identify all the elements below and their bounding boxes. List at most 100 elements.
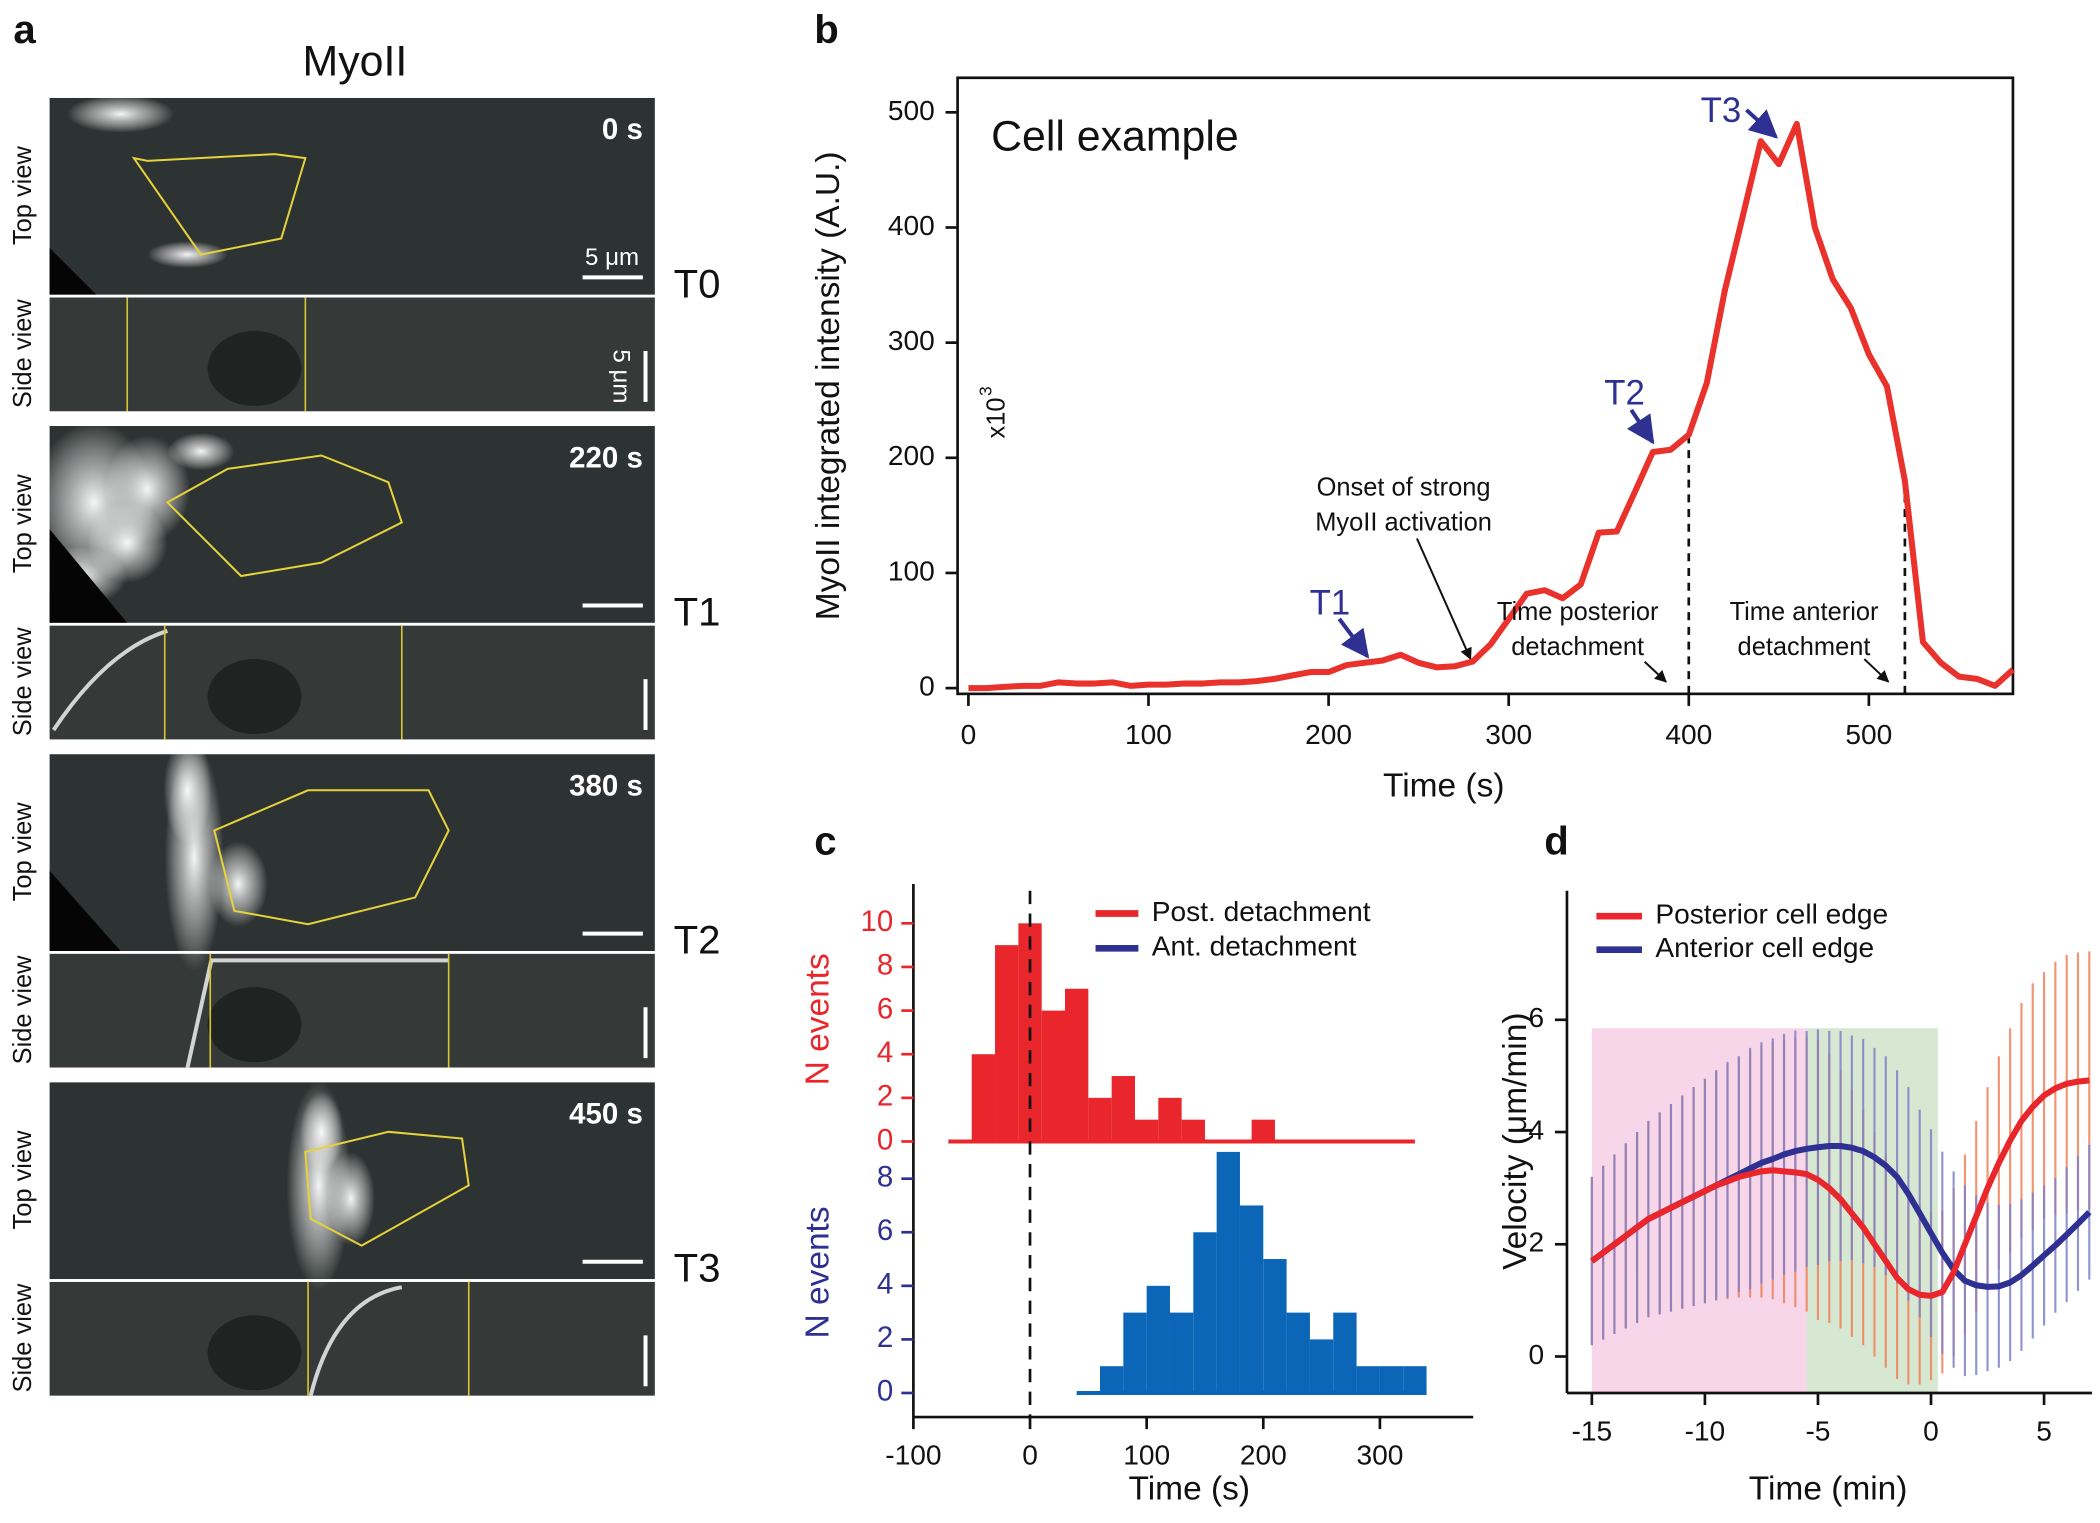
- data-line: [968, 120, 2015, 692]
- side-shadow: [207, 330, 302, 406]
- y-tick-label: 0: [877, 1375, 893, 1408]
- legend-label: Anterior cell edge: [1655, 932, 1874, 963]
- y-tick-label: 0: [1529, 1339, 1545, 1370]
- arrow: [1416, 538, 1472, 661]
- side-signal: [185, 958, 449, 1068]
- side-shadow: [207, 659, 302, 735]
- legend-label: Ant. detachment: [1152, 931, 1357, 962]
- y-tick-label: 4: [877, 1268, 893, 1301]
- x-tick-label: 500: [1845, 719, 1892, 750]
- histogram-bar: [1111, 1076, 1135, 1142]
- y-axis-title: N events: [799, 953, 836, 1085]
- corner-mask: [49, 247, 97, 295]
- panel-letter: a: [13, 7, 36, 52]
- signal-blob: [326, 1151, 375, 1246]
- arrow: [1745, 108, 1778, 139]
- stage-label: T3: [1701, 91, 1742, 130]
- histogram-bar: [1309, 1339, 1334, 1393]
- histogram-bar: [1286, 1312, 1310, 1393]
- histogram-bar: [1403, 1366, 1427, 1393]
- y-tick-label: 2: [877, 1321, 893, 1354]
- signal-blob: [300, 1091, 343, 1172]
- y-tick-label: 6: [1529, 1002, 1545, 1033]
- signal-blob: [167, 432, 235, 471]
- time-label: 220 s: [569, 441, 643, 474]
- histogram-bar: [1088, 1097, 1112, 1142]
- histogram-bar: [1356, 1366, 1380, 1393]
- scale-label: 5 μm: [585, 244, 639, 271]
- legend-label: Post. detachment: [1152, 896, 1371, 927]
- note: MyoII activation: [1315, 508, 1492, 536]
- cell-outline: [304, 1130, 470, 1247]
- x-tick-label: -100: [885, 1440, 941, 1471]
- x-tick-label: 5: [2036, 1416, 2052, 1447]
- plot-frame: [956, 76, 2015, 696]
- y-axis-title: MyoII integrated intensity (A.U.): [810, 151, 847, 620]
- y-tick-label: 8: [877, 949, 893, 982]
- histogram-bar: [1333, 1312, 1357, 1393]
- phase-region: [1591, 1028, 1807, 1393]
- side-view-image: [49, 953, 655, 1068]
- histogram-bar: [1146, 1285, 1170, 1393]
- arrow: [1643, 660, 1667, 683]
- y-tick-label: 10: [861, 905, 894, 938]
- micrographs: [49, 97, 655, 412]
- histogram-bar: [1193, 1232, 1217, 1393]
- view-label: Side view: [9, 955, 37, 1064]
- multiplier-exponent: 3: [976, 386, 996, 396]
- stage-label: T3: [674, 1246, 721, 1291]
- micrographs: [49, 754, 655, 1068]
- image-row: 380 s T2 Top view Side view: [9, 754, 721, 1068]
- note: Onset of strong: [1317, 474, 1491, 502]
- y-tick-label: 2: [877, 1080, 893, 1113]
- histogram-bar: [1379, 1366, 1404, 1393]
- panel-letter: b: [814, 7, 839, 52]
- x-tick-label: 200: [1305, 719, 1352, 750]
- histogram-bar: [1158, 1097, 1182, 1142]
- y-tick-label: 2: [1529, 1227, 1545, 1258]
- panel-title: MyoII: [303, 38, 408, 86]
- x-tick-label: 100: [1125, 719, 1172, 750]
- view-label: Side view: [9, 299, 37, 408]
- y-tick-label: 300: [888, 325, 935, 356]
- time-label: 380 s: [569, 769, 643, 802]
- x-axis-title: Time (s): [1129, 1471, 1250, 1508]
- view-label: Side view: [9, 1283, 37, 1392]
- annotation: Cell example: [991, 113, 1239, 161]
- view-label: Top view: [9, 802, 37, 902]
- side-signal: [51, 629, 169, 732]
- histogram-bar: [1100, 1366, 1124, 1393]
- y-tick-label: 500: [888, 95, 935, 126]
- view-label: Top view: [9, 474, 37, 574]
- panel-a: a MyoII 0 s T0 Top view Side view 5 μm 5 μm 220 …: [9, 7, 721, 1397]
- x-tick-label: 300: [1356, 1440, 1403, 1471]
- histogram-bar: [1216, 1151, 1240, 1393]
- x-tick-label: 300: [1485, 719, 1532, 750]
- y-axis-title: N events: [799, 1206, 836, 1338]
- side-view-image: [49, 625, 655, 740]
- view-label: Top view: [9, 1130, 37, 1230]
- signal-blob: [147, 241, 228, 268]
- micrographs: [49, 1082, 655, 1397]
- arrow: [1626, 408, 1655, 445]
- view-label: Top view: [9, 146, 37, 246]
- multiplier: x10: [982, 397, 1010, 438]
- y-tick-label: 6: [877, 1214, 893, 1247]
- histogram-bar: [1169, 1312, 1194, 1393]
- panel-letter: d: [1544, 818, 1569, 863]
- arrow: [1863, 658, 1890, 683]
- x-tick-label: 100: [1123, 1440, 1170, 1471]
- image-row: 450 s T3 Top view Side view: [9, 1082, 721, 1397]
- x-tick-label: 0: [1022, 1440, 1038, 1471]
- histogram-bar: [1041, 1010, 1066, 1142]
- histogram-bar: [1181, 1119, 1205, 1142]
- signal-blob: [208, 841, 268, 927]
- panel-b: b 0 100 200 300 400 500 0 100 200 300 400 500 Time (s…: [810, 7, 2015, 804]
- panel-c: c -100 0 100 200 300 Time (s) 0 2 4 6 8 10 N events Po…: [799, 818, 1474, 1508]
- histogram-bar: [1263, 1259, 1287, 1393]
- panel-letter: c: [814, 818, 836, 863]
- x-tick-label: 0: [961, 719, 977, 750]
- note: detachment: [1511, 633, 1644, 661]
- x-tick-label: 400: [1665, 719, 1712, 750]
